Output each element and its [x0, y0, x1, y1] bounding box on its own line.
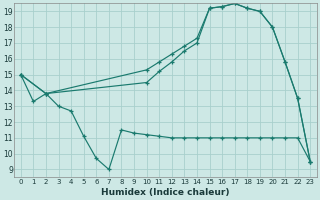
X-axis label: Humidex (Indice chaleur): Humidex (Indice chaleur) [101, 188, 230, 197]
